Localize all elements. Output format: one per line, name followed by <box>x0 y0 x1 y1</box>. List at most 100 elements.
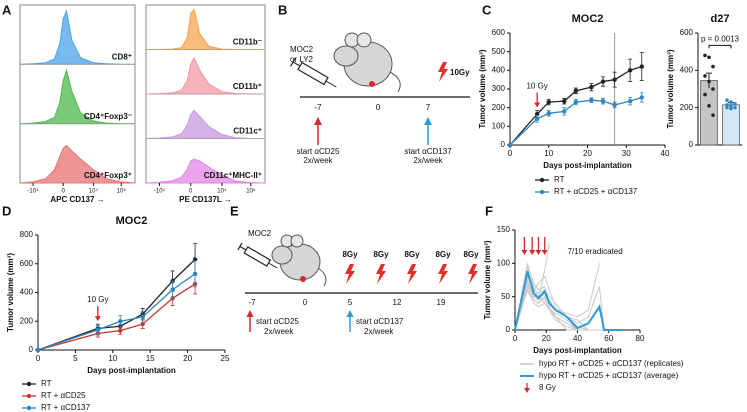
annotation: 7/10 eradicated <box>568 247 623 256</box>
arrow-head <box>535 250 542 255</box>
data-point <box>562 98 567 104</box>
data-point <box>170 287 175 292</box>
x-axis-label: PE CD137L → <box>179 195 232 204</box>
timeline-label: 12 <box>393 298 402 307</box>
p-value: p = 0.0013 <box>701 34 740 43</box>
series-line <box>37 283 196 351</box>
y-tick-label: 500 <box>492 47 506 56</box>
timeline-label: 0 <box>376 103 381 112</box>
panel-label: C <box>482 2 492 17</box>
x-tick-label: 60 <box>604 334 613 343</box>
x-tick-label: 20 <box>542 334 551 343</box>
y-tick-label: 150 <box>497 225 511 234</box>
data-point <box>725 98 729 102</box>
data-point <box>35 347 41 353</box>
data-point <box>612 77 617 82</box>
x-tick-label: 25 <box>221 354 230 363</box>
legend-label: RT <box>554 175 565 184</box>
syringe <box>290 57 337 88</box>
series-line <box>509 96 642 146</box>
data-point <box>118 319 123 324</box>
data-point <box>562 109 567 114</box>
radiation-bolt <box>438 62 448 82</box>
dose-label: 8Gy <box>342 250 358 259</box>
start-label: 2x/week <box>264 327 294 336</box>
x-tick-label: -10⁴ <box>154 188 166 195</box>
start-label: start αCD25 <box>297 147 340 156</box>
series-line <box>514 271 622 331</box>
y-tick-label: 50 <box>501 292 510 301</box>
panel-label: E <box>230 203 239 218</box>
data-point <box>192 271 198 277</box>
timeline-label: 0 <box>303 298 308 307</box>
y-tick-label: 800 <box>20 230 34 239</box>
x-tick-label: 20 <box>183 354 192 363</box>
dose-label: 8Gy <box>404 250 420 259</box>
data-point <box>627 98 633 104</box>
data-point <box>729 100 733 104</box>
x-tick-label: 10⁵ <box>117 188 127 195</box>
data-point <box>118 328 123 333</box>
x-tick-label: 15 <box>146 354 155 363</box>
radiation-bolt <box>438 264 448 284</box>
start-label: 2x/week <box>364 327 394 336</box>
x-tick-label: 10⁴ <box>89 188 99 195</box>
arrow-head <box>314 117 322 125</box>
data-point <box>546 99 551 105</box>
data-point <box>573 99 579 105</box>
start-label: start αCD137 <box>356 317 404 326</box>
bar <box>700 80 718 146</box>
y-axis-label: Tumor volume (mm³) <box>6 253 15 332</box>
timeline-label: -7 <box>314 103 322 112</box>
data-point <box>639 64 644 69</box>
arrow-head <box>541 250 548 255</box>
start-label: start αCD137 <box>404 147 452 156</box>
y-tick-label: 0 <box>506 325 511 334</box>
y-tick-label: 100 <box>492 121 506 130</box>
series-label: CD11b⁺ <box>233 82 262 91</box>
y-axis-label: Tumor volume (mm³) <box>478 49 487 128</box>
series-line <box>509 65 642 146</box>
data-point <box>612 102 617 108</box>
data-point <box>589 84 594 90</box>
legend-swatch <box>539 189 545 195</box>
radiation-bolt <box>345 264 355 284</box>
density-area <box>19 144 136 184</box>
data-point <box>95 327 101 333</box>
data-point <box>711 113 715 117</box>
dose-label: 10Gy <box>450 68 470 77</box>
syringe <box>237 242 278 269</box>
diagram-b: MOC2 or LY2 10Gy -7 0 7 start αCD25 2x/w… <box>290 32 470 165</box>
data-point <box>703 53 707 58</box>
start-label: 2x/week <box>413 156 443 165</box>
series-line <box>37 273 196 351</box>
start-label: 2x/week <box>303 156 333 165</box>
legend-swatch <box>26 393 32 399</box>
data-point <box>534 116 540 122</box>
panel-label: B <box>278 2 287 17</box>
legend-label: hypo RT + αCD25 + αCD137 (replicates) <box>539 359 684 368</box>
chart-title: MOC2 <box>572 13 604 25</box>
y-tick-label: 400 <box>680 65 694 74</box>
legend-label: RT + αCD25 + αCD137 <box>554 187 638 196</box>
data-point <box>711 87 715 91</box>
y-tick-label: 200 <box>680 103 694 112</box>
x-tick-label: 0 <box>513 334 518 343</box>
data-point <box>703 74 707 78</box>
timeline-label: 5 <box>348 298 353 307</box>
data-point <box>707 55 711 60</box>
dose-label: 8Gy <box>435 250 451 259</box>
x-axis-label: Days post-implantation <box>87 366 176 375</box>
replicate-line <box>514 285 622 331</box>
data-point <box>733 105 737 110</box>
y-tick-label: 600 <box>20 259 34 268</box>
y-tick-label: 200 <box>492 103 506 112</box>
timeline-label: 7 <box>426 103 431 112</box>
x-tick-label: 80 <box>636 334 645 343</box>
y-tick-label: 100 <box>497 258 511 267</box>
series-label: CD11c⁺MHC-II⁺ <box>204 171 262 180</box>
arrow-head <box>346 310 354 317</box>
start-label: start αCD25 <box>256 317 299 326</box>
x-tick-label: 10⁵ <box>246 188 256 195</box>
